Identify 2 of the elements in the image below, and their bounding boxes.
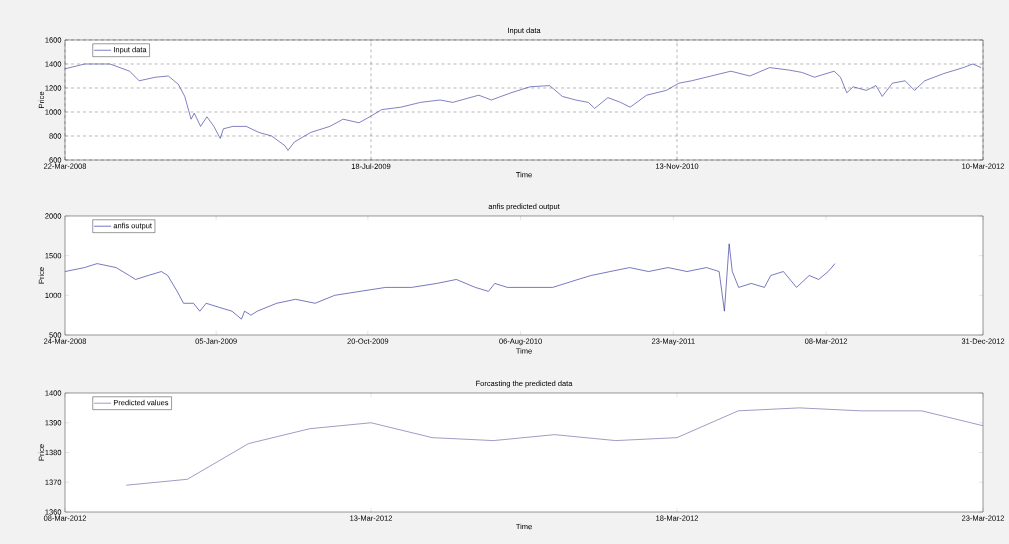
line-series xyxy=(65,63,982,151)
line-series xyxy=(125,407,984,486)
